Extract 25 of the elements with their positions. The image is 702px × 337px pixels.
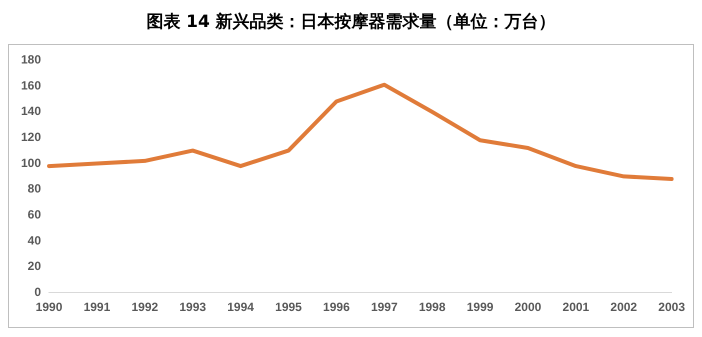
y-tick-label: 160 <box>20 78 42 92</box>
x-tick-label: 1996 <box>323 300 350 314</box>
y-tick-label: 0 <box>34 284 42 299</box>
x-tick-label: 1995 <box>275 300 302 314</box>
x-tick-label: 2003 <box>658 300 686 314</box>
x-tick-label: 2001 <box>562 300 590 314</box>
y-tick-label: 100 <box>20 156 42 170</box>
x-tick-label: 1999 <box>466 300 494 314</box>
x-tick-label: 1994 <box>227 300 254 314</box>
x-tick-label: 1991 <box>84 300 111 314</box>
x-tick-label: 1993 <box>179 300 206 314</box>
x-tick-label: 2002 <box>610 300 638 314</box>
x-tick-label: 1998 <box>418 300 446 314</box>
y-tick-label: 80 <box>28 182 42 196</box>
y-tick-label: 60 <box>28 207 42 222</box>
y-tick-label: 180 <box>20 52 42 67</box>
y-tick-label: 120 <box>20 130 42 144</box>
y-tick-label: 40 <box>28 233 42 248</box>
y-tick-label: 20 <box>28 259 42 274</box>
x-tick-label: 1990 <box>36 300 63 314</box>
x-tick-label: 1997 <box>370 300 398 314</box>
x-tick-label: 1992 <box>131 300 158 314</box>
chart-title: 图表 14 新兴品类：日本按摩器需求量（单位：万台） <box>145 11 557 34</box>
y-tick-label: 140 <box>20 104 42 118</box>
x-tick-label: 2000 <box>514 300 542 314</box>
